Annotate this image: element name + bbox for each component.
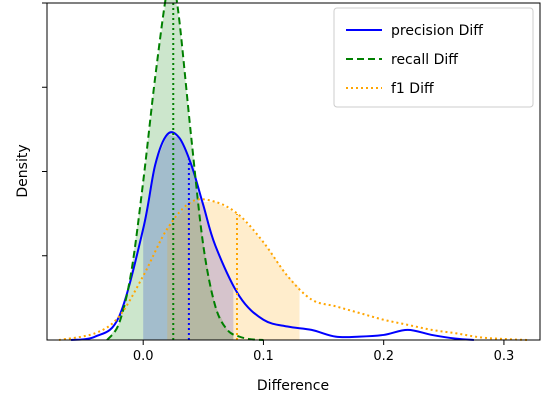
x-tick-label: 0.1: [253, 349, 274, 364]
f1-fill-area: [167, 201, 300, 340]
x-axis-label: Difference: [257, 378, 329, 394]
f1-density-line: [58, 198, 529, 341]
x-tick-label: 0.3: [494, 349, 515, 364]
fill-layer: [107, 0, 300, 340]
recall-density-line: [106, 0, 264, 341]
x-axis-ticks: 0.0 0.1 0.2 0.3: [133, 340, 514, 364]
legend: precision Diff recall Diff f1 Diff: [333, 7, 534, 108]
mean-line-layer: [172, 0, 238, 340]
x-tick-label: 0.0: [133, 349, 154, 364]
y-axis-ticks: [42, 2, 47, 257]
x-tick-label: 0.2: [373, 349, 394, 364]
precision-fill-area: [143, 134, 234, 340]
y-axis-label: Density: [15, 144, 31, 197]
recall-fill-area: [107, 0, 234, 340]
recall-legend-label: recall Diff: [391, 52, 458, 68]
legend-frame: [333, 7, 534, 108]
precision-legend-label: precision Diff: [391, 23, 483, 39]
f1-legend-label: f1 Diff: [391, 81, 434, 97]
